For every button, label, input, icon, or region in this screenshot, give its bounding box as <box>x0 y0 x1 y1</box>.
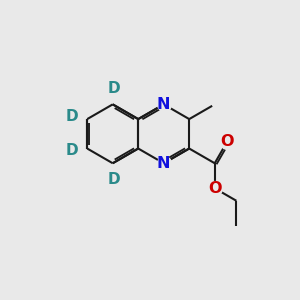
Text: D: D <box>108 80 121 95</box>
Text: D: D <box>108 172 121 187</box>
Text: N: N <box>157 97 170 112</box>
Text: N: N <box>157 156 170 171</box>
Text: D: D <box>66 143 78 158</box>
Text: D: D <box>66 109 78 124</box>
Text: O: O <box>220 134 234 149</box>
Text: O: O <box>208 181 221 196</box>
